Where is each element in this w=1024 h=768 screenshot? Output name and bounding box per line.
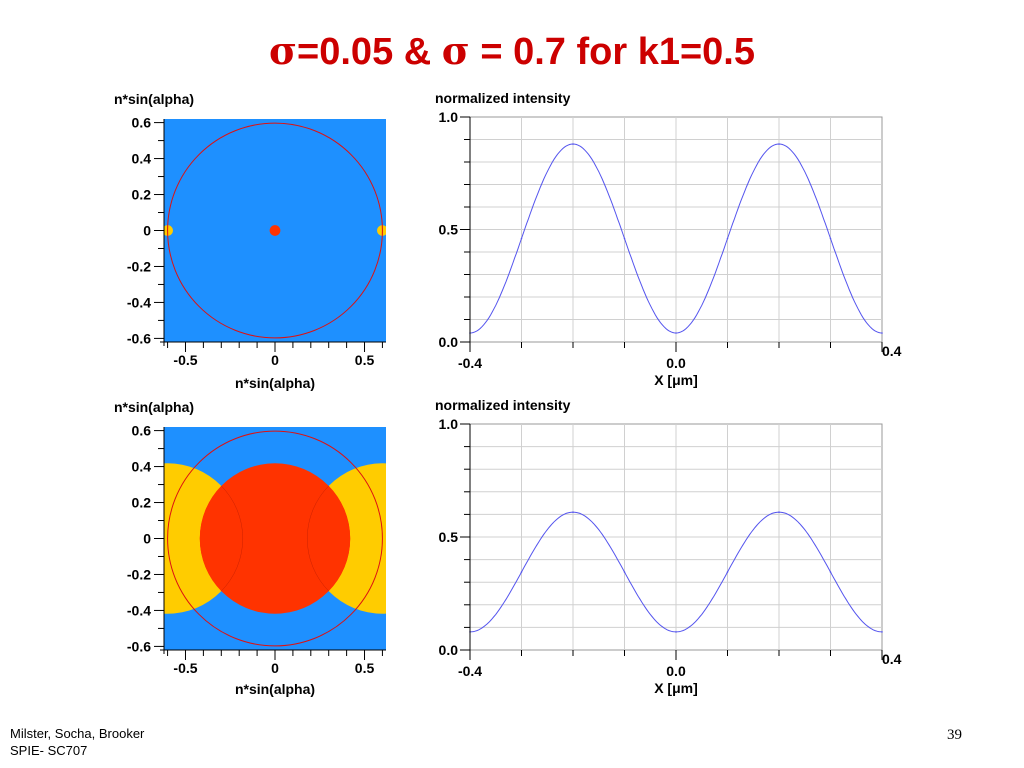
y-tick-label: 0 — [143, 531, 151, 547]
intensity-data-point — [572, 511, 574, 513]
y-tick-label: -0.2 — [127, 566, 151, 582]
y-tick-label: 0.5 — [439, 222, 459, 238]
intensity-data-point — [829, 571, 832, 573]
intensity-data-point — [675, 631, 677, 633]
y-tick-label: 0.5 — [439, 529, 459, 545]
pupil-plot-area — [164, 119, 386, 342]
intensity-y-title: normalized intensity — [435, 90, 571, 106]
intensity-data-point — [726, 237, 729, 240]
intensity-data-point — [675, 332, 677, 334]
y-tick-label: 0.6 — [132, 115, 152, 131]
pupil-circle — [167, 122, 383, 339]
page-number: 39 — [947, 727, 962, 743]
y-tick-label: 0.0 — [439, 334, 459, 350]
intensity-data-point — [520, 237, 523, 240]
y-tick-label: 0.0 — [439, 642, 459, 658]
y-tick-label: 0.4 — [132, 459, 152, 475]
pupil-plot-area — [164, 427, 386, 650]
sigma-symbol: σ — [441, 28, 470, 73]
x-tick-label: -0.5 — [173, 660, 197, 676]
x-tick-label: 0.5 — [355, 352, 375, 368]
pupil-y-title: n*sin(alpha) — [114, 91, 194, 107]
intensity-y-title: normalized intensity — [435, 397, 571, 413]
y-tick-label: 0.6 — [132, 423, 152, 439]
diffraction-order-plus-1 — [377, 225, 386, 236]
x-tick-label: -0.4 — [458, 355, 482, 371]
y-tick-label: 1.0 — [439, 416, 459, 432]
y-tick-label: -0.6 — [127, 330, 151, 346]
y-tick-label: -0.2 — [127, 258, 151, 274]
footer: Milster, Socha, Brooker SPIE- SC707 — [10, 725, 144, 759]
pupil-y-title: n*sin(alpha) — [114, 399, 194, 415]
intensity-data-point — [572, 143, 574, 145]
pupil-x-label: n*sin(alpha) — [235, 681, 315, 697]
diffraction-order-0 — [199, 463, 351, 614]
intensity-data-point — [881, 332, 883, 334]
intensity-data-point — [778, 143, 780, 145]
intensity-data-point — [520, 571, 523, 573]
x-tick-label: -0.5 — [173, 352, 197, 368]
pupil-x-label: n*sin(alpha) — [235, 375, 315, 391]
y-tick-label: 0.2 — [132, 187, 152, 203]
intensity-data-point — [778, 511, 780, 513]
slide-title: σ=0.05 & σ = 0.7 for k1=0.5 — [0, 28, 1024, 74]
y-tick-label: -0.4 — [127, 294, 151, 310]
intensity-data-point — [829, 237, 832, 240]
x-tick-label: 0.0 — [666, 355, 686, 371]
x-tick-label: 0 — [271, 660, 279, 676]
title-text-middle: =0.05 & — [297, 31, 442, 73]
y-tick-label: -0.4 — [127, 602, 151, 618]
y-tick-label: 0 — [143, 223, 151, 239]
intensity-data-point — [726, 571, 729, 573]
intensity-data-point — [881, 631, 883, 633]
x-tick-label: 0.4 — [882, 343, 902, 359]
x-tick-label: 0.4 — [882, 651, 902, 667]
pupil-circle — [167, 430, 383, 647]
y-tick-label: -0.6 — [127, 638, 151, 654]
intensity-data-point — [623, 237, 626, 240]
y-tick-label: 0.2 — [132, 495, 152, 511]
diffraction-order-minus-1 — [164, 225, 173, 236]
y-tick-label: 0.4 — [132, 151, 152, 167]
x-tick-label: 0.0 — [666, 663, 686, 679]
footer-course: SPIE- SC707 — [10, 743, 88, 758]
footer-authors: Milster, Socha, Brooker — [10, 726, 145, 741]
title-text-end: = 0.7 for k1=0.5 — [469, 31, 755, 73]
y-tick-label: 1.0 — [439, 109, 459, 125]
intensity-x-label: X [μm] — [654, 372, 698, 388]
x-tick-label: 0 — [271, 352, 279, 368]
intensity-x-label: X [μm] — [654, 680, 698, 696]
sigma-symbol: σ — [269, 28, 298, 73]
intensity-data-point — [623, 571, 626, 573]
diffraction-order-0 — [269, 225, 281, 236]
x-tick-label: 0.5 — [355, 660, 375, 676]
x-tick-label: -0.4 — [458, 663, 482, 679]
